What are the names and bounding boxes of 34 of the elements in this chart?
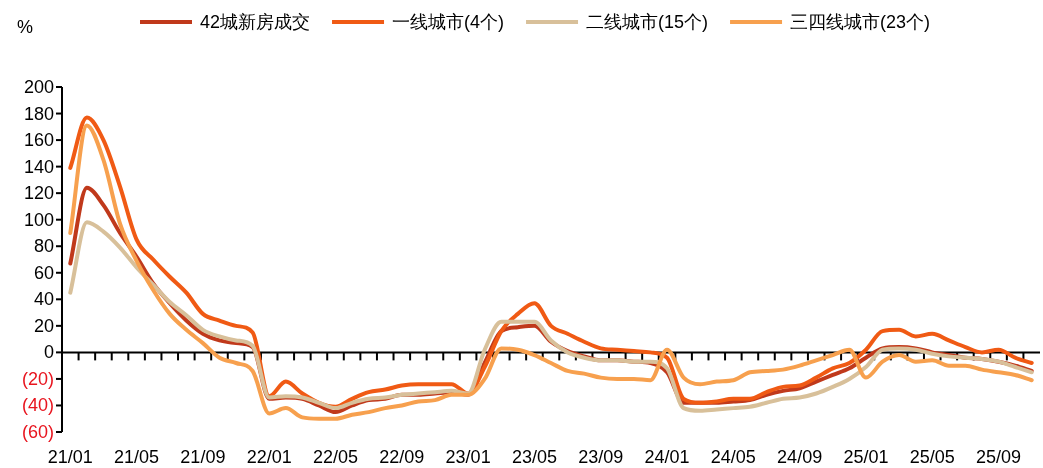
y-tick-label: 140: [23, 156, 54, 177]
y-tick-label: 20: [33, 315, 54, 336]
x-tick-label: 23/09: [578, 447, 624, 467]
y-axis-title: %: [16, 17, 34, 37]
x-tick-label: 22/01: [246, 447, 292, 467]
legend-label: 二线城市(15个): [586, 12, 709, 32]
x-tick-label: 23/01: [445, 447, 491, 467]
x-tick-label: 21/01: [47, 447, 93, 467]
x-tick-label: 21/05: [114, 447, 160, 467]
y-tick-label: 200: [23, 77, 54, 97]
x-tick-label: 25/05: [909, 447, 955, 467]
y-tick-label: 180: [23, 103, 54, 124]
y-tick-label: 120: [23, 183, 54, 204]
y-tick-label: 0: [43, 342, 54, 363]
y-tick-label: 80: [33, 236, 54, 257]
y-tick-label: 160: [23, 130, 54, 151]
legend-label: 三四线城市(23个): [790, 12, 931, 32]
y-tick-label: 60: [33, 262, 54, 283]
y-tick-label: 40: [33, 289, 54, 310]
legend-label: 一线城市(4个): [392, 12, 505, 32]
y-tick-label: (60): [21, 422, 54, 442]
x-tick-label: 22/05: [312, 447, 359, 467]
y-tick-label: (40): [21, 395, 54, 416]
y-tick-label: 100: [23, 209, 54, 230]
x-tick-label: 25/09: [976, 447, 1022, 467]
legend-label: 42城新房成交: [200, 12, 311, 32]
y-tick-label: (20): [21, 368, 54, 389]
x-tick-label: 22/09: [379, 447, 425, 467]
x-tick-label: 24/01: [644, 447, 690, 467]
x-tick-label: 25/01: [843, 447, 889, 467]
x-tick-label: 23/05: [511, 447, 557, 467]
x-tick-label: 24/05: [710, 447, 756, 467]
x-tick-label: 21/09: [180, 447, 226, 467]
x-tick-label: 24/09: [777, 447, 823, 467]
